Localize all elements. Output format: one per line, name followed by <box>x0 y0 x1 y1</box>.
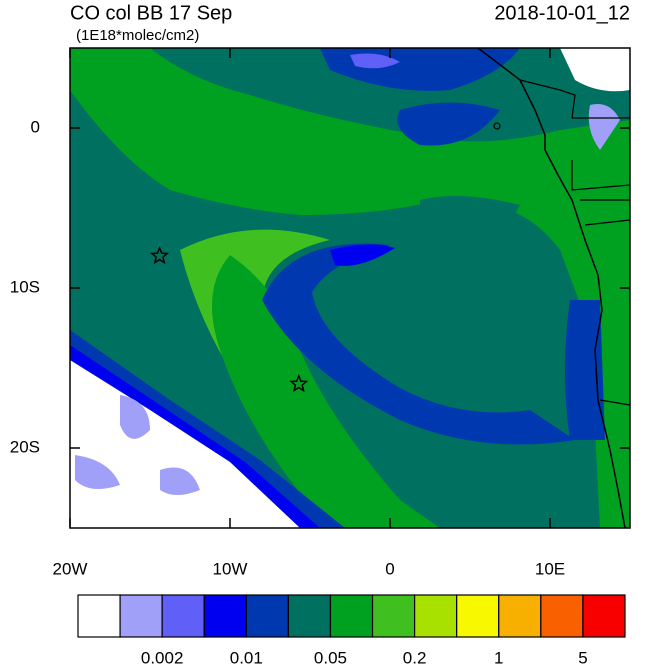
y-tick-label: 20S <box>10 437 40 456</box>
star-marker <box>289 374 309 393</box>
x-tick-label: 10E <box>535 559 565 578</box>
title-right: 2018-10-01_12 <box>494 2 630 24</box>
colorbar-box <box>498 594 542 638</box>
field-lavender1 <box>120 395 150 439</box>
y-tick-label: 10S <box>10 277 40 296</box>
field <box>70 48 630 528</box>
colorbar-label: 5 <box>578 648 587 667</box>
colorbar-label: 0.2 <box>403 648 427 667</box>
colorbar-box <box>77 594 121 638</box>
field-teal-east <box>420 196 520 245</box>
field-green-band <box>212 255 440 528</box>
colorbar-label: 0.002 <box>141 648 184 667</box>
field-lavender3 <box>160 467 200 495</box>
colorbar-box <box>245 594 289 638</box>
x-tick-label: 10W <box>213 559 248 578</box>
coastline <box>477 48 626 528</box>
star-marker <box>150 246 170 265</box>
x-tick-label: 0 <box>385 559 394 578</box>
field-blue-north2 <box>397 102 500 146</box>
island <box>493 122 501 130</box>
colorbar-box <box>119 594 163 638</box>
colorbar-box <box>540 594 584 638</box>
borders <box>519 79 630 406</box>
colorbar-label: 0.05 <box>314 648 347 667</box>
field-teal-north <box>150 48 630 142</box>
colorbar-label: 1 <box>494 648 503 667</box>
colorbar-box <box>161 594 205 638</box>
x-tick-label: 20W <box>53 559 88 578</box>
field-violet-north <box>350 53 400 69</box>
colorbar-label: 0.01 <box>230 648 263 667</box>
field-lavender-ne <box>588 104 620 150</box>
field-lavender2 <box>75 455 120 489</box>
colorbar-box <box>287 594 332 638</box>
colorbar-box <box>203 594 247 638</box>
field-white-ne <box>560 48 630 92</box>
colorbar-box <box>414 594 458 638</box>
colorbar-box <box>371 594 416 638</box>
colorbar-box <box>329 594 374 638</box>
field-blue-swirl-core <box>330 244 395 266</box>
field-blue-coast <box>565 300 605 440</box>
colorbar-box <box>456 594 500 638</box>
colorbar-box <box>582 594 626 638</box>
title-left: CO col BB 17 Sep <box>70 2 232 24</box>
field-blue-swirl <box>262 243 575 445</box>
y-tick-label: 0 <box>31 117 40 136</box>
units: (1E18*molec/cm2) <box>76 27 199 44</box>
